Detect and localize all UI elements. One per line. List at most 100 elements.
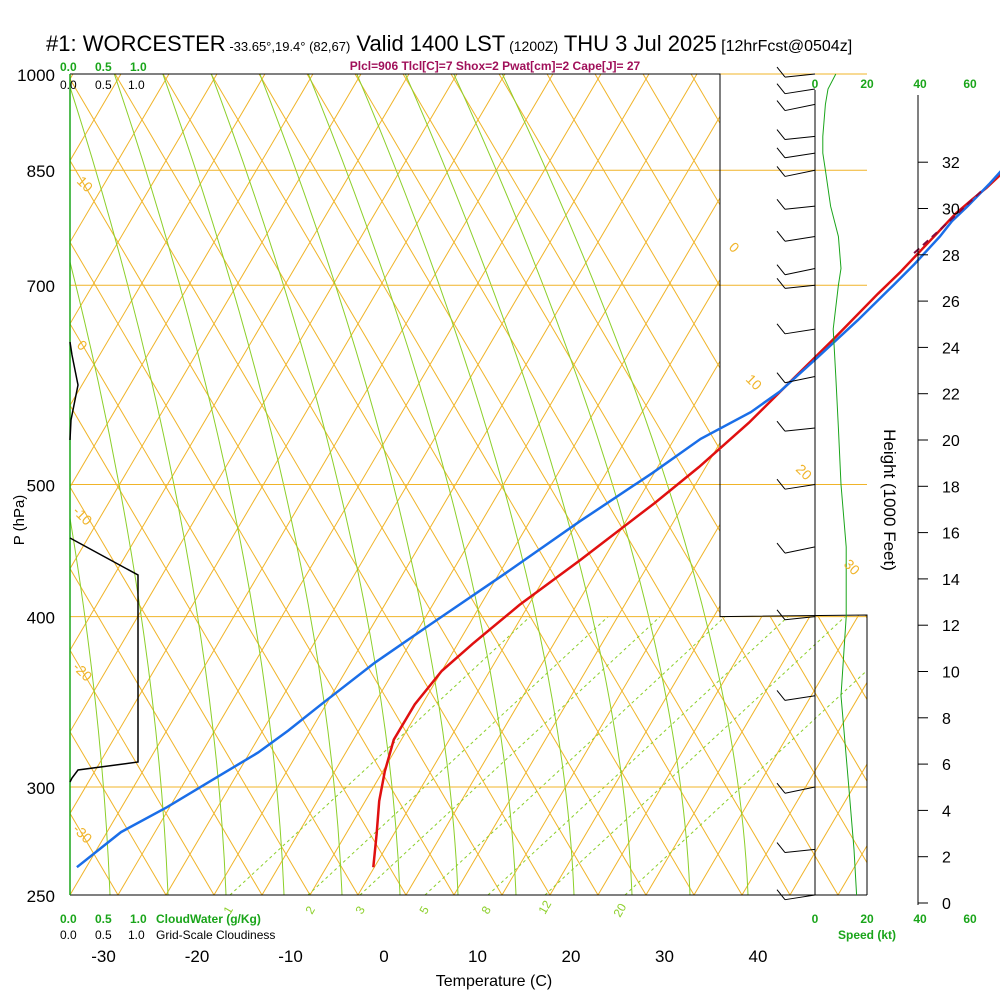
wind-barb-flag — [776, 264, 786, 276]
mixing-ratio-label: 2 — [302, 903, 318, 916]
wind-barb — [784, 135, 816, 141]
wind-speed-profile — [822, 73, 858, 896]
height-tick-label: 18 — [942, 479, 960, 496]
wind-barb — [784, 616, 816, 621]
dry-adiabat-line — [70, 74, 503, 895]
temperature-tick-label: -10 — [278, 947, 303, 966]
isotherm-label: 20 — [793, 461, 815, 483]
bottom-left-black-label: 0.0 — [60, 928, 77, 942]
isotherm-line — [549, 74, 867, 895]
bottom-left-green-label: 0.5 — [95, 912, 112, 926]
dry-adiabat-line — [385, 74, 867, 895]
top-left-green-label: 0.0 — [60, 60, 77, 74]
mixing-ratio-line — [229, 616, 531, 895]
wind-barb — [784, 236, 816, 242]
pressure-tick-label: 500 — [27, 477, 55, 496]
speed-tick-bottom: 0 — [812, 912, 819, 926]
height-axis-label: Height (1000 Feet) — [880, 429, 899, 571]
height-tick-label: 14 — [942, 572, 960, 589]
cloudwater-profile — [69, 341, 79, 441]
wind-barb-flag — [776, 147, 786, 159]
isotherm-line — [70, 74, 187, 895]
wind-barb-flag — [776, 372, 786, 384]
wind-barb — [784, 169, 816, 177]
x-axis-label: Temperature (C) — [436, 973, 552, 990]
isotherm-line — [453, 74, 867, 895]
wind-barb — [784, 484, 816, 490]
wind-barb-flag — [776, 782, 786, 794]
dry-adiabat-line — [529, 74, 867, 895]
speed-label: Speed (kt) — [838, 928, 896, 942]
grid-group — [70, 74, 867, 895]
wind-barb-flag — [776, 609, 786, 621]
wind-barb-flag — [776, 129, 786, 140]
wind-barb-flag — [776, 66, 786, 78]
isotherm-line — [501, 74, 867, 895]
dry-adiabat-line — [817, 74, 867, 895]
mixing-ratio-label: 8 — [478, 903, 494, 916]
speed-tick-top: 60 — [963, 77, 977, 91]
wind-barb — [784, 376, 816, 384]
wind-barb — [784, 695, 816, 701]
isotherm-line — [70, 74, 379, 895]
isotherm-line — [261, 74, 763, 895]
bottom-left-green-label: 0.0 — [60, 912, 77, 926]
top-left-black-label: 0.5 — [95, 78, 112, 92]
temperature-tick-label: 40 — [749, 947, 768, 966]
dry-adiabat-line — [241, 74, 743, 895]
isotherm-line — [213, 74, 715, 895]
speed-tick-top: 40 — [913, 77, 927, 91]
temperature-line — [372, 173, 1000, 868]
mixing-ratio-line — [359, 616, 661, 895]
temperature-tick-label: 20 — [562, 947, 581, 966]
cloudiness-profile — [69, 537, 139, 783]
moist-adiabat-line — [151, 74, 343, 895]
mixing-ratio-label: 20 — [610, 901, 629, 920]
isotherm-label: -30 — [70, 821, 96, 847]
wind-barb-flag — [776, 478, 786, 490]
isotherm-label: 10 — [743, 371, 765, 393]
moist-adiabat-line — [70, 74, 111, 895]
dry-adiabat-line — [70, 74, 455, 895]
indices-line: Plcl=906 Tlcl[C]=7 Shox=2 Pwat[cm]=2 Cap… — [350, 59, 641, 73]
isotherm-line — [165, 74, 667, 895]
moist-adiabat-line — [295, 74, 517, 895]
dry-adiabat-line — [481, 74, 867, 895]
bottom-left-black-label: 1.0 — [128, 928, 145, 942]
wind-barb — [784, 205, 816, 210]
isotherm-label: -20 — [70, 659, 96, 685]
mixing-ratio-label: 3 — [352, 903, 368, 916]
dry-adiabat-line — [721, 74, 867, 895]
wind-barb-flag — [776, 842, 786, 853]
bottom-left-black-label: 0.5 — [95, 928, 112, 942]
moist-adiabat-line — [70, 74, 169, 895]
height-tick-label: 22 — [942, 387, 960, 404]
moist-adiabat-line — [391, 74, 633, 895]
dry-adiabat-line — [70, 74, 263, 895]
wind-barb-flag — [776, 278, 786, 289]
wind-barb-flag — [776, 889, 786, 901]
isotherm-line — [693, 74, 867, 895]
isotherm-line — [117, 74, 619, 895]
cloudwater-label: CloudWater (g/Kg) — [156, 912, 261, 926]
top-left-black-label: 0.0 — [60, 78, 77, 92]
dry-adiabat-line — [70, 74, 407, 895]
wind-barb — [784, 894, 816, 901]
wind-barb — [784, 88, 816, 95]
pressure-tick-label: 1000 — [17, 66, 55, 85]
pressure-tick-label: 700 — [27, 277, 55, 296]
dry-adiabat-line — [97, 74, 599, 895]
wind-barb-flag — [776, 83, 786, 94]
height-tick-label: 10 — [942, 665, 960, 682]
height-tick-label: 12 — [942, 618, 960, 635]
wind-barb-flag — [776, 542, 786, 554]
isotherm-line — [70, 74, 571, 895]
dry-adiabat-line — [673, 74, 867, 895]
height-tick-label: 6 — [942, 757, 951, 774]
isotherm-label: 30 — [841, 556, 863, 578]
mixing-ratio-label: 12 — [535, 898, 554, 917]
mixing-ratio-line — [624, 616, 867, 895]
wind-barb — [784, 786, 816, 794]
temperature-tick-label: -20 — [185, 947, 210, 966]
